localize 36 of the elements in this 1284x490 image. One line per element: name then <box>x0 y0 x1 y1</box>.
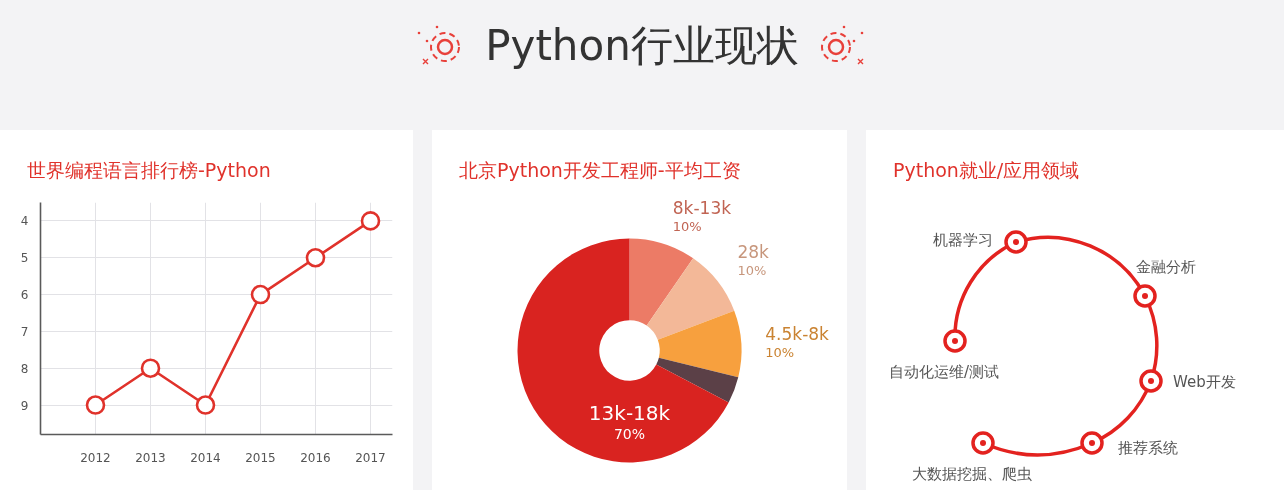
y-tick-label: 6 <box>20 288 29 303</box>
text: 金融分析 <box>1136 257 1196 277</box>
data-label: 10% <box>672 218 702 234</box>
x-tick-label: 2015 <box>245 450 276 465</box>
point <box>250 284 271 305</box>
point <box>195 395 216 415</box>
slice-label: 28k <box>737 242 770 263</box>
y-tick-label: 5 <box>20 251 29 266</box>
y-tick-label: 8 <box>20 361 29 376</box>
data-label: 10% <box>765 344 795 360</box>
text: 推荐系统 <box>1118 438 1178 458</box>
data-label: 10% <box>737 263 767 279</box>
x-tick-label: 2012 <box>80 450 111 465</box>
text: 大数据挖掘、爬虫 <box>912 464 1032 484</box>
x-tick-label: 2017 <box>355 450 386 465</box>
point <box>85 395 106 415</box>
x-tick-label: 2016 <box>300 450 331 465</box>
text: 自动化运维/测试 <box>889 362 1000 382</box>
data-label: 70% <box>613 426 646 443</box>
x-tick-label: 2013 <box>135 450 166 465</box>
chart-title: 北京Python开发工程师-平均工资 <box>459 158 741 182</box>
y-tick-label: 7 <box>20 324 29 339</box>
slice-label: 13k-18k <box>588 401 671 426</box>
point <box>360 211 381 231</box>
slice-label: 4.5k-8k <box>765 323 830 344</box>
text: Python行业现状 <box>484 20 800 72</box>
text: Python就业/应用领域 <box>893 158 1080 182</box>
point <box>305 247 326 268</box>
point <box>140 358 161 378</box>
y-tick-label: 9 <box>20 398 29 413</box>
chart-title: 世界编程语言排行榜-Python <box>27 158 271 182</box>
text: 机器学习 <box>933 230 993 250</box>
y-tick-label: 4 <box>20 214 29 229</box>
slice-label: 8k-13k <box>672 197 732 218</box>
text: Web开发 <box>1173 372 1236 392</box>
x-tick-label: 2014 <box>190 450 221 465</box>
